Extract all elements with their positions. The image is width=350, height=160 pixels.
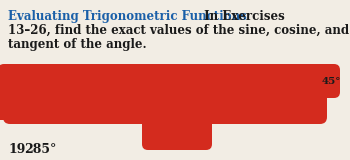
Text: 101  255      300: 101 255 300 xyxy=(110,73,204,83)
Text: tangent of the angle.: tangent of the angle. xyxy=(8,38,147,51)
Text: 13–26, find the exact values of the sine, cosine, and: 13–26, find the exact values of the sine… xyxy=(8,24,349,37)
FancyBboxPatch shape xyxy=(0,90,49,120)
Text: 285°: 285° xyxy=(24,143,56,156)
FancyBboxPatch shape xyxy=(0,64,340,98)
Text: 45°: 45° xyxy=(322,77,341,87)
FancyBboxPatch shape xyxy=(142,116,212,150)
Text: Evaluating Trigonometric Functions: Evaluating Trigonometric Functions xyxy=(8,10,247,23)
Text: 12: 12 xyxy=(38,104,52,112)
Text: In Exercises: In Exercises xyxy=(200,10,285,23)
Text: 19.: 19. xyxy=(8,143,30,156)
FancyBboxPatch shape xyxy=(3,85,327,124)
